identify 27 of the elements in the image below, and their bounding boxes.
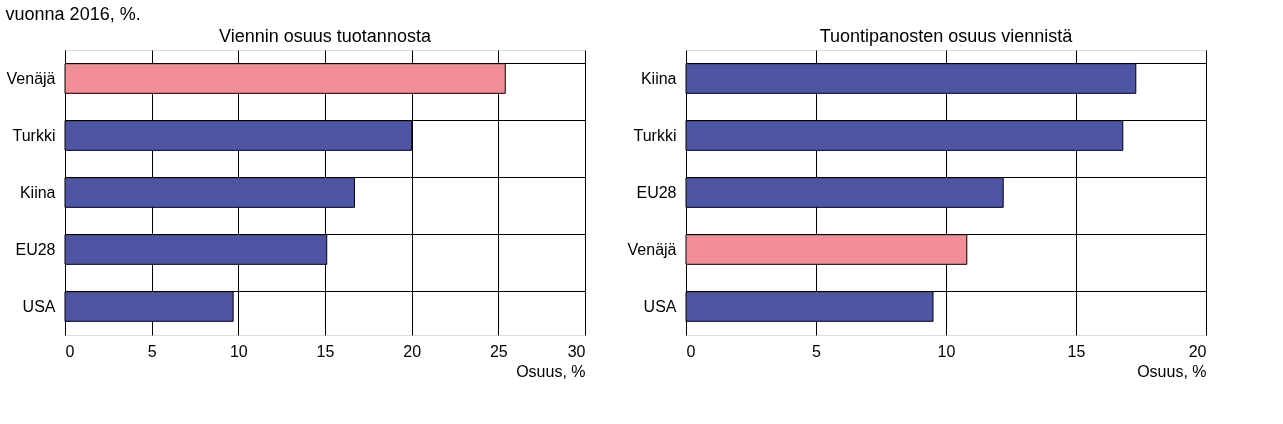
y-tick-label: USA bbox=[643, 297, 677, 315]
y-tick-label: Venäjä bbox=[627, 240, 677, 258]
x-tick-label: 20 bbox=[1188, 342, 1207, 360]
chart-title: Viennin osuus tuotannosta bbox=[219, 26, 432, 46]
y-tick-label: Kiina bbox=[640, 69, 677, 87]
y-tick-label: Turkki bbox=[633, 126, 677, 144]
x-tick-label: 10 bbox=[937, 342, 956, 360]
y-tick-label: USA bbox=[22, 297, 56, 315]
chart-title: Tuontipanosten osuus viennistä bbox=[819, 26, 1074, 46]
y-tick-label: Turkki bbox=[12, 126, 56, 144]
x-tick-label: 5 bbox=[812, 342, 822, 360]
x-axis-title: Osuus, % bbox=[516, 362, 586, 380]
x-tick-label: 25 bbox=[489, 342, 508, 360]
y-tick-label: Kiina bbox=[19, 183, 56, 201]
x-tick-label: 20 bbox=[403, 342, 422, 360]
x-tick-label: 0 bbox=[686, 342, 696, 360]
y-tick-label: Venäjä bbox=[6, 69, 56, 87]
x-tick-label: 0 bbox=[65, 342, 75, 360]
x-tick-label: 10 bbox=[229, 342, 248, 360]
x-tick-label: 30 bbox=[567, 342, 586, 360]
y-tick-label: EU28 bbox=[15, 240, 56, 258]
x-axis-title: Osuus, % bbox=[1137, 362, 1207, 380]
y-tick-label: EU28 bbox=[636, 183, 677, 201]
x-tick-label: 15 bbox=[1067, 342, 1086, 360]
x-tick-label: 15 bbox=[316, 342, 335, 360]
text: vuonna 2016, %. bbox=[5, 3, 141, 24]
x-tick-label: 5 bbox=[147, 342, 157, 360]
